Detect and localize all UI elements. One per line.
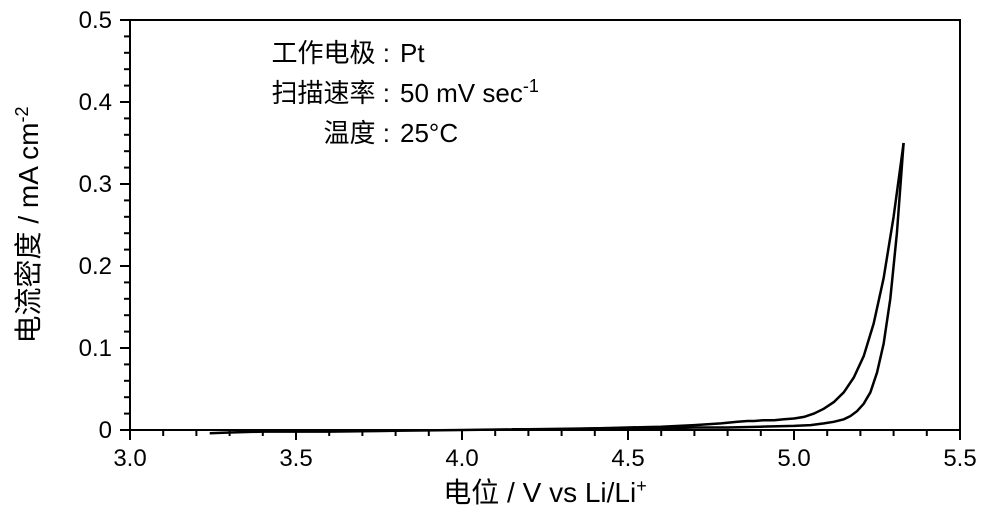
annotation-value: Pt xyxy=(400,38,425,68)
annotation-label: 扫描速率 : xyxy=(272,78,390,108)
x-tick-label: 5.5 xyxy=(943,445,976,472)
y-tick-label: 0.2 xyxy=(79,253,112,280)
x-tick-label: 4.0 xyxy=(445,445,478,472)
y-tick-label: 0.3 xyxy=(79,171,112,198)
x-tick-label: 3.0 xyxy=(113,445,146,472)
y-axis-label: 电流密度 / mA cm-2 xyxy=(12,107,44,344)
y-tick-label: 0.4 xyxy=(79,89,112,116)
annotation-label: 工作电极 : xyxy=(272,38,390,68)
y-tick-label: 0 xyxy=(99,417,112,444)
cv-forward-trace xyxy=(210,143,904,433)
x-tick-label: 4.5 xyxy=(611,445,644,472)
chart-svg: 3.0 3.5 4.0 4.5 5.0 5.5 0 0.1 0.2 0.3 0.4 0.5 电位 / V… xyxy=(0,0,1000,516)
cv-chart: 3.0 3.5 4.0 4.5 5.0 5.5 0 0.1 0.2 0.3 0.4 0.5 电位 / V… xyxy=(0,0,1000,516)
x-tick-label: 5.0 xyxy=(777,445,810,472)
annotation-value: 50 mV sec-1 xyxy=(400,76,539,108)
y-tick-label: 0.1 xyxy=(79,335,112,362)
annotation-label: 温度 : xyxy=(324,118,390,148)
x-tick-label: 3.5 xyxy=(279,445,312,472)
plot-border xyxy=(130,20,960,430)
cv-reverse-trace xyxy=(512,143,904,429)
x-axis-label: 电位 / V vs Li/Li+ xyxy=(443,476,646,508)
annotation-value: 25°C xyxy=(400,118,458,148)
y-tick-label: 0.5 xyxy=(79,7,112,34)
